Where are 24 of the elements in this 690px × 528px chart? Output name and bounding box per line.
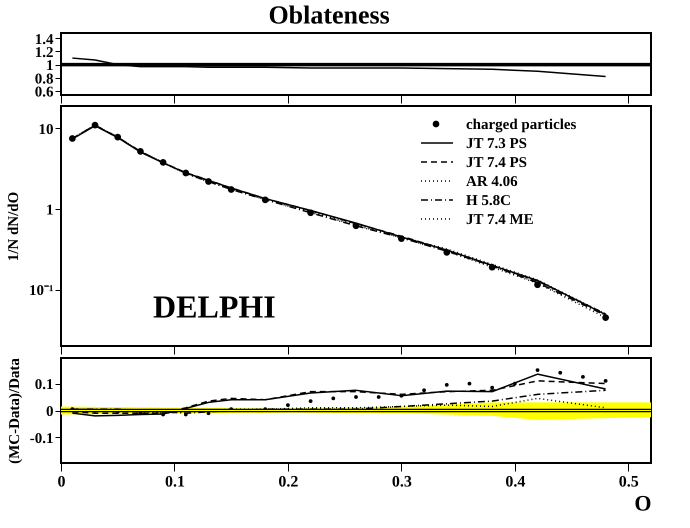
y-tick-label: 0 — [46, 404, 54, 420]
legend-label: JT 7.3 PS — [466, 136, 527, 152]
legend-label: H 5.8C — [466, 193, 511, 209]
legend-label: JT 7.4 PS — [466, 155, 527, 171]
y-tick-label: -0.1 — [30, 430, 54, 447]
x-tick-label: 0.4 — [505, 474, 526, 490]
y-tick-label: 0.1 — [34, 377, 54, 394]
y-axis-title: (MC-Data)/Data — [6, 358, 23, 464]
y-tick-label: 10 — [38, 122, 54, 138]
y-tick-label: 1 — [46, 202, 54, 219]
x-tick-label: 0.2 — [278, 474, 298, 490]
chart-title: Oblateness — [268, 0, 390, 30]
x-axis-title: O — [634, 490, 652, 516]
y-tick-label: 10⁻¹ — [29, 283, 54, 300]
y-tick-label: 0.6 — [34, 84, 54, 101]
legend-label: AR 4.06 — [466, 174, 518, 190]
y-axis-title: 1/N dN/dO — [6, 192, 22, 262]
annotation: DELPHI — [153, 288, 276, 325]
x-tick-label: 0.1 — [164, 474, 185, 490]
x-tick-label: 0.3 — [392, 474, 412, 490]
legend-label: JT 7.4 ME — [466, 212, 534, 228]
x-tick-label: 0.5 — [618, 474, 639, 490]
legend-label: charged particles — [466, 117, 577, 133]
x-tick-label: 0 — [58, 474, 66, 490]
